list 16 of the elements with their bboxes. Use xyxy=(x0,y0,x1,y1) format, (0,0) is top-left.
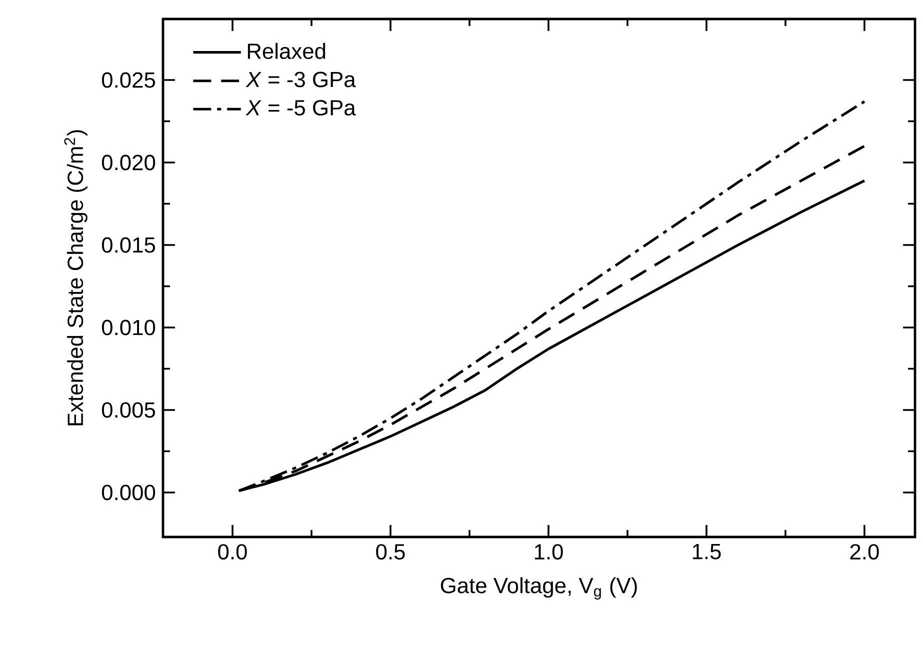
legend-label: Relaxed xyxy=(248,42,326,60)
x-tick-label: 1.0 xyxy=(534,544,563,560)
y-tick-label: 0.010 xyxy=(102,320,156,336)
y-tick-label: 0.015 xyxy=(102,237,156,253)
legend-label: X = -5 GPa xyxy=(246,100,356,116)
x-tick-label: 0.5 xyxy=(376,544,405,560)
y-tick-label: 0.020 xyxy=(102,154,156,170)
y-tick-label: 0.000 xyxy=(102,484,156,500)
y-tick-label: 0.005 xyxy=(102,402,156,418)
y-tick-label: 0.025 xyxy=(102,72,156,88)
x-axis-title: Gate Voltage, V$_{g}$ (V) xyxy=(440,577,637,600)
x-tick-label: 2.0 xyxy=(850,544,879,560)
x-tick-label: 1.5 xyxy=(692,544,721,560)
x-tick-label: 0.0 xyxy=(218,544,247,560)
y-axis-title: Extended State Charge (C/m$^{2}$) xyxy=(64,130,88,426)
legend-label: X = -3 GPa xyxy=(246,72,356,88)
